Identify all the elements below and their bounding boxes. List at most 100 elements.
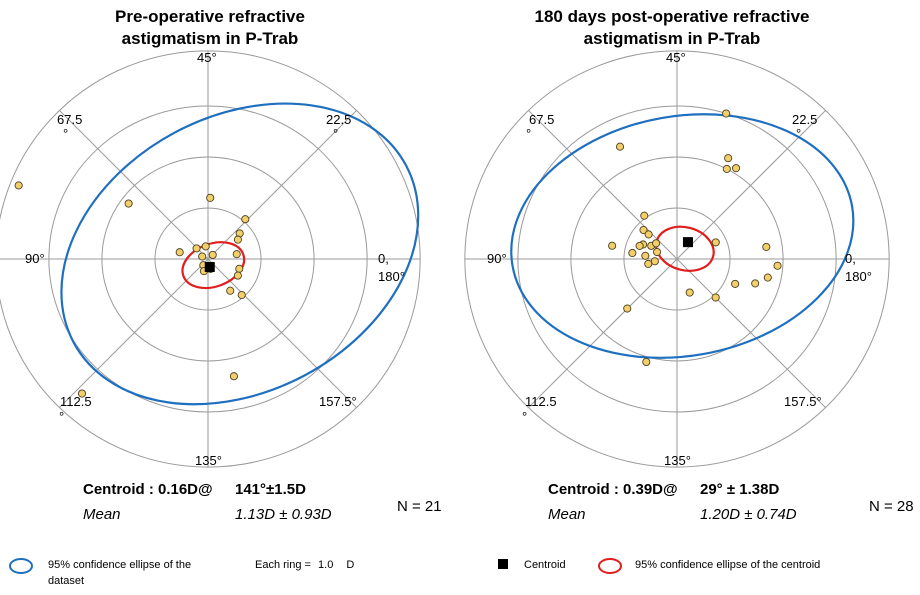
chart-post-operative: 180 days post-operative refractive astig… xyxy=(462,0,920,530)
sample-size: N = 21 xyxy=(397,498,442,515)
data-point xyxy=(241,215,250,224)
data-points xyxy=(14,181,250,398)
data-point xyxy=(237,290,246,300)
axis-label-45: 45° xyxy=(666,50,686,65)
axis-label-90: 90° xyxy=(487,251,507,266)
summary-stats: Centroid : 0.16D@ 141°±1.5D Mean 1.13D ±… xyxy=(0,481,460,531)
axis-label-22-5: 22.5 xyxy=(326,112,351,127)
chart-pre-operative: Pre-operative refractive astigmatism in … xyxy=(0,0,460,530)
data-point xyxy=(642,357,651,367)
chart-title-line-1: Pre-operative refractive xyxy=(115,7,305,26)
centroid-marker xyxy=(682,237,693,248)
centroid-value: 29° ± 1.38D xyxy=(700,481,780,498)
axis-label-0: 0, xyxy=(845,251,856,266)
data-point xyxy=(232,250,241,259)
data-point xyxy=(608,241,617,250)
data-point xyxy=(722,109,731,118)
spoke-3 xyxy=(59,110,357,408)
data-point xyxy=(762,242,771,251)
centroid-group xyxy=(204,261,215,272)
legend-ring-scale: Each ring = 1.0 D xyxy=(255,559,354,571)
axis-label-180: 180° xyxy=(845,269,872,284)
data-point xyxy=(635,241,644,250)
data-points xyxy=(608,109,782,367)
centroid-square-swatch xyxy=(498,559,508,569)
axis-label-157-5: 157.5° xyxy=(784,394,822,409)
centroid-marker xyxy=(204,261,215,272)
axis-label-0: 0, xyxy=(378,251,389,266)
chart-title-line-2: astigmatism in P-Trab xyxy=(121,29,299,48)
data-point xyxy=(639,225,648,235)
legend-dataset-ellipse-label: 95% confidence ellipse of the xyxy=(48,559,192,571)
data-point xyxy=(641,251,650,260)
data-point xyxy=(206,193,215,202)
axis-label-22-5-degree: ° xyxy=(796,126,801,141)
data-point xyxy=(722,164,731,173)
axis-label-112-5-degree: ° xyxy=(59,409,64,424)
centroid-group xyxy=(682,237,693,248)
data-point xyxy=(763,273,772,282)
data-point xyxy=(201,242,210,251)
axis-label-67-5-degree: ° xyxy=(63,126,68,141)
chart-title: 180 days post-operative refractive astig… xyxy=(462,6,882,50)
chart-title: Pre-operative refractive astigmatism in … xyxy=(0,6,420,50)
chart-title-line-2: astigmatism in P-Trab xyxy=(583,29,761,48)
confidence-ellipses xyxy=(510,113,855,359)
data-point xyxy=(233,235,242,244)
polar-plot: 45° 22.5 ° 67.5 ° 90° 0, 180° 112.5 ° 15… xyxy=(0,50,421,468)
axis-labels: 45° 22.5 ° 67.5 ° 90° 0, 180° 112.5 ° 15… xyxy=(25,50,405,468)
data-point xyxy=(650,257,659,266)
axis-label-67-5-degree: ° xyxy=(526,126,531,141)
axis-label-135: 135° xyxy=(664,453,691,468)
polar-plot: 45° 22.5 ° 67.5 ° 90° 0, 180° 112.5 ° 15… xyxy=(464,50,890,468)
axis-label-135: 135° xyxy=(195,453,222,468)
spoke-3 xyxy=(528,110,826,408)
data-point xyxy=(731,279,740,288)
data-point xyxy=(623,304,632,313)
axis-label-157-5: 157.5° xyxy=(319,394,357,409)
mean-label: Mean xyxy=(548,506,586,523)
data-point xyxy=(175,248,184,257)
legend-ring-prefix: Each ring = xyxy=(255,559,311,571)
data-point xyxy=(773,261,782,270)
chart-title-line-1: 180 days post-operative refractive xyxy=(534,7,810,26)
dataset-confidence-ellipse xyxy=(510,113,855,359)
data-point xyxy=(724,154,733,163)
axis-label-67-5: 67.5 xyxy=(529,112,554,127)
legend-centroid-label: Centroid xyxy=(524,559,566,571)
legend-ring-value: 1.0 xyxy=(318,559,334,571)
red-ellipse-swatch xyxy=(598,558,622,574)
axis-label-22-5: 22.5 xyxy=(792,112,817,127)
centroid-label: Centroid : 0.39D@ xyxy=(548,481,678,498)
blue-ellipse-swatch xyxy=(9,558,33,574)
centroid-value: 141°±1.5D xyxy=(235,481,306,498)
axis-label-22-5-degree: ° xyxy=(333,126,338,141)
polar-grid xyxy=(464,50,890,468)
centroid-label: Centroid : 0.16D@ xyxy=(83,481,213,498)
legend-centroid-ellipse-label: 95% confidence ellipse of the centroid xyxy=(635,559,821,571)
data-point xyxy=(628,248,637,258)
axis-labels: 45° 22.5 ° 67.5 ° 90° 0, 180° 112.5 ° 15… xyxy=(487,50,872,468)
dataset-confidence-ellipse xyxy=(60,102,420,406)
data-point xyxy=(751,279,760,288)
data-point xyxy=(615,142,625,151)
data-point xyxy=(233,271,242,280)
data-point xyxy=(644,259,653,268)
data-point xyxy=(711,293,720,302)
legend-dataset-ellipse-label-2: dataset xyxy=(48,575,85,587)
data-point xyxy=(226,286,235,295)
data-point xyxy=(124,199,133,208)
axis-label-112-5-degree: ° xyxy=(522,409,527,424)
sample-size: N = 28 xyxy=(869,498,914,515)
mean-label: Mean xyxy=(83,506,121,523)
axis-label-90: 90° xyxy=(25,251,45,266)
data-point xyxy=(229,372,238,381)
legend-ring-unit: D xyxy=(346,559,355,571)
data-point xyxy=(685,288,694,297)
axis-label-112-5: 112.5 xyxy=(60,394,92,409)
axis-label-45: 45° xyxy=(197,50,217,65)
data-point xyxy=(208,250,217,259)
centroid-confidence-ellipse xyxy=(655,225,715,272)
data-point xyxy=(711,238,720,247)
legend: 95% confidence ellipse of the dataset Ea… xyxy=(0,555,920,595)
